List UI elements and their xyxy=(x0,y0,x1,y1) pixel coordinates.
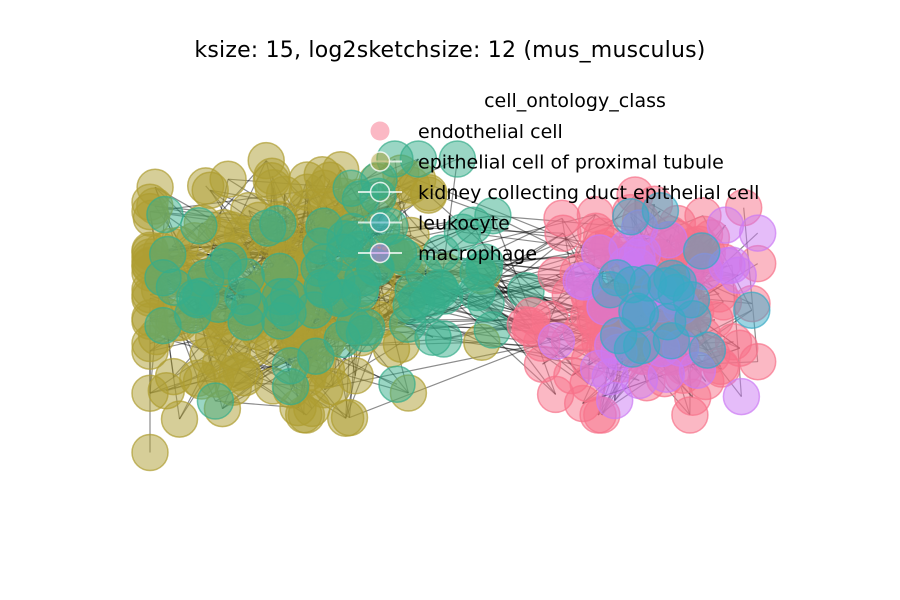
graph-node xyxy=(591,271,630,309)
graph-node xyxy=(513,296,551,335)
graph-node xyxy=(738,342,777,381)
legend-label: endothelial cell xyxy=(418,121,563,143)
graph-node xyxy=(719,256,757,294)
graph-node xyxy=(599,316,638,355)
graph-node xyxy=(671,396,709,434)
graph-node xyxy=(536,375,575,414)
graph-node xyxy=(409,176,448,214)
graph-node xyxy=(160,400,199,438)
legend-marker xyxy=(369,212,391,233)
graph-node xyxy=(544,214,582,252)
graph-node xyxy=(144,259,182,297)
graph-node xyxy=(131,433,169,472)
graph-node xyxy=(332,169,370,208)
graph-node xyxy=(146,195,184,234)
legend-label: epithelial cell of proximal tubule xyxy=(418,152,724,174)
graph-node xyxy=(688,331,727,369)
legend-label: kidney collecting duct epithelial cell xyxy=(418,182,759,204)
legend-title: cell_ontology_class xyxy=(484,90,666,112)
graph-node xyxy=(252,162,291,200)
legend-marker xyxy=(369,181,391,203)
graph-node xyxy=(191,171,229,209)
legend-label: leukocyte xyxy=(418,213,510,235)
graph-node xyxy=(176,279,214,317)
legend: cell_ontology_class endothelial cell epit… xyxy=(358,90,759,265)
graph-node xyxy=(454,206,493,244)
legend-label: macrophage xyxy=(418,243,537,265)
graph-node xyxy=(227,258,266,296)
graph-node xyxy=(672,280,711,319)
legend-marker xyxy=(369,151,391,172)
graph-node xyxy=(335,307,373,345)
graph-node xyxy=(465,249,504,288)
graph-node xyxy=(422,234,461,272)
graph-node xyxy=(733,291,771,329)
graph-node xyxy=(314,367,352,406)
graph-node xyxy=(325,233,364,272)
graph-node xyxy=(537,322,576,360)
graph-node xyxy=(682,232,721,270)
graph-node xyxy=(144,306,182,345)
graph-node xyxy=(722,377,761,416)
graph-node xyxy=(738,214,777,252)
graph-node xyxy=(330,398,369,437)
graph-node xyxy=(641,192,680,230)
graph-node xyxy=(131,374,169,412)
graph-node xyxy=(180,206,218,245)
graph-node xyxy=(473,311,512,349)
graph-node xyxy=(196,382,235,420)
legend-marker xyxy=(370,121,390,141)
node-layer xyxy=(131,140,777,472)
legend-marker xyxy=(369,242,391,264)
graph-node xyxy=(341,274,379,312)
graph-node xyxy=(438,140,477,178)
chart-title: ksize: 15, log2sketchsize: 12 (mus_muscu… xyxy=(194,38,706,63)
graph-node xyxy=(227,303,265,341)
graph-node xyxy=(248,209,287,247)
graph-node xyxy=(378,365,416,403)
graph-node xyxy=(414,318,452,357)
edge xyxy=(349,342,542,419)
graph-node xyxy=(269,294,307,332)
graph-node xyxy=(271,347,310,385)
